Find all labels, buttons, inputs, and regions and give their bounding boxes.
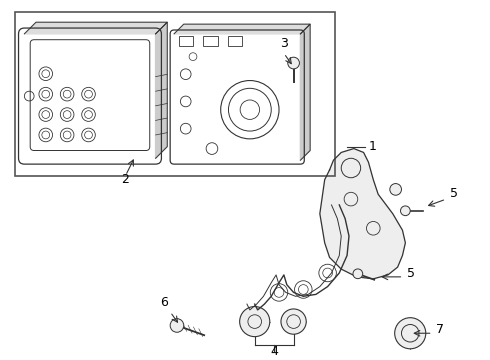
Text: 4: 4 [270,345,278,357]
Bar [15,13,335,176]
Text: 3: 3 [280,36,288,50]
Circle shape [288,57,299,69]
Polygon shape [24,22,167,34]
Bar [179,36,194,46]
Polygon shape [174,24,310,34]
Text: 1: 1 [368,140,376,153]
Circle shape [353,269,363,279]
Circle shape [281,309,306,334]
Polygon shape [156,22,167,158]
Text: 5: 5 [407,267,416,280]
Text: 7: 7 [437,323,444,336]
Polygon shape [320,149,405,279]
Circle shape [170,319,184,332]
Text: 6: 6 [160,296,168,309]
Circle shape [390,184,401,195]
Text: 2: 2 [122,172,129,186]
Bar [203,36,218,46]
Bar [227,36,242,46]
Circle shape [400,206,410,216]
Circle shape [240,306,270,337]
Circle shape [394,318,426,349]
Polygon shape [300,24,310,160]
Text: 5: 5 [450,187,458,200]
